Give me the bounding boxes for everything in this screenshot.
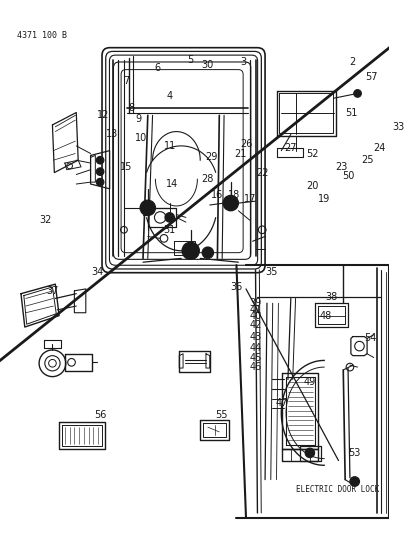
Text: 33: 33 bbox=[392, 122, 405, 132]
Text: 57: 57 bbox=[366, 72, 378, 82]
Circle shape bbox=[182, 242, 199, 260]
Circle shape bbox=[354, 90, 361, 97]
Circle shape bbox=[140, 200, 155, 215]
Text: 48: 48 bbox=[320, 311, 332, 321]
Text: 14: 14 bbox=[166, 179, 178, 189]
Text: 38: 38 bbox=[326, 292, 338, 302]
Circle shape bbox=[96, 179, 104, 186]
Text: 31: 31 bbox=[164, 225, 176, 235]
Circle shape bbox=[350, 477, 359, 486]
Text: 53: 53 bbox=[348, 448, 361, 458]
Circle shape bbox=[202, 247, 213, 259]
Text: 15: 15 bbox=[120, 162, 132, 172]
Text: 45: 45 bbox=[249, 352, 262, 362]
Text: 8: 8 bbox=[129, 103, 135, 113]
Text: 39: 39 bbox=[249, 298, 262, 308]
Text: 46: 46 bbox=[249, 362, 262, 372]
Text: ELECTRIC DOOR LOCK: ELECTRIC DOOR LOCK bbox=[295, 484, 379, 494]
Text: 44: 44 bbox=[249, 343, 262, 353]
Text: 23: 23 bbox=[335, 162, 348, 172]
Text: 28: 28 bbox=[202, 174, 214, 184]
Text: 47: 47 bbox=[275, 398, 288, 408]
Circle shape bbox=[96, 168, 104, 175]
Text: 17: 17 bbox=[244, 195, 256, 204]
Text: 21: 21 bbox=[234, 149, 246, 158]
Text: 37: 37 bbox=[46, 286, 59, 296]
Text: 11: 11 bbox=[164, 141, 176, 151]
Text: 19: 19 bbox=[318, 195, 330, 204]
Text: 13: 13 bbox=[106, 130, 119, 140]
Text: 29: 29 bbox=[206, 152, 218, 163]
Text: 35: 35 bbox=[266, 266, 278, 277]
Text: 20: 20 bbox=[306, 181, 319, 191]
Text: 49: 49 bbox=[304, 377, 316, 387]
Text: 27: 27 bbox=[284, 143, 297, 153]
Text: 30: 30 bbox=[202, 60, 214, 70]
Text: 32: 32 bbox=[40, 215, 52, 225]
Text: 26: 26 bbox=[240, 139, 252, 149]
Text: 36: 36 bbox=[231, 282, 243, 292]
Text: 9: 9 bbox=[135, 114, 141, 124]
Text: 6: 6 bbox=[154, 63, 160, 72]
Text: 42: 42 bbox=[249, 320, 262, 330]
Text: 51: 51 bbox=[345, 108, 357, 117]
Circle shape bbox=[96, 156, 104, 164]
Text: 12: 12 bbox=[97, 110, 109, 120]
Text: 52: 52 bbox=[306, 149, 319, 158]
Text: 4371 100 B: 4371 100 B bbox=[17, 31, 67, 41]
Text: 54: 54 bbox=[364, 334, 376, 343]
Text: 3: 3 bbox=[240, 57, 246, 67]
Text: 7: 7 bbox=[123, 76, 129, 86]
Text: 22: 22 bbox=[256, 167, 268, 177]
Text: 4: 4 bbox=[166, 91, 173, 101]
Circle shape bbox=[165, 213, 175, 222]
Text: 1: 1 bbox=[407, 91, 408, 101]
Text: 25: 25 bbox=[361, 155, 373, 165]
Text: 5: 5 bbox=[188, 55, 194, 65]
Text: 2: 2 bbox=[350, 57, 356, 67]
Circle shape bbox=[223, 196, 238, 211]
Text: 50: 50 bbox=[342, 172, 354, 181]
Text: 34: 34 bbox=[91, 266, 103, 277]
Text: 55: 55 bbox=[215, 410, 227, 420]
Circle shape bbox=[305, 448, 315, 458]
Text: 18: 18 bbox=[228, 190, 240, 200]
Text: 24: 24 bbox=[373, 143, 386, 153]
Text: 10: 10 bbox=[135, 133, 147, 143]
Text: 56: 56 bbox=[94, 410, 106, 420]
Text: 40: 40 bbox=[249, 311, 262, 321]
Text: 16: 16 bbox=[211, 190, 224, 200]
Text: 43: 43 bbox=[249, 332, 262, 342]
Text: 41: 41 bbox=[249, 305, 262, 315]
